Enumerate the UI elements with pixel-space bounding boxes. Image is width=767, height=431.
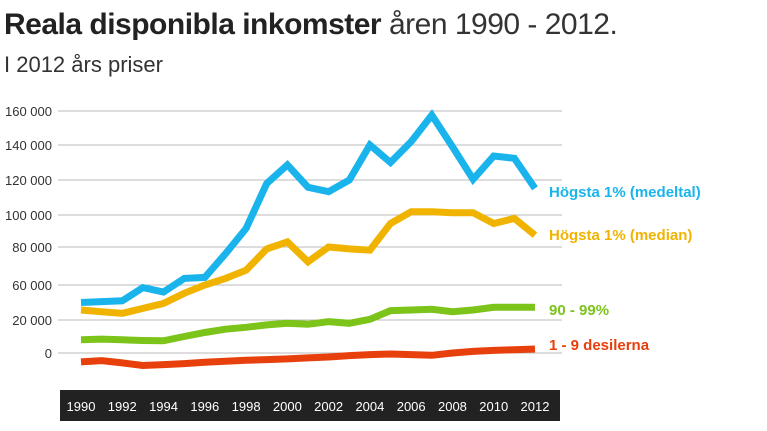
series-label: 90 - 99%: [549, 302, 609, 319]
chart-subtitle: I 2012 års priser: [4, 52, 163, 77]
y-tick-label: 140 000: [5, 138, 52, 153]
x-tick-label: 1992: [108, 399, 137, 414]
x-tick-label: 2010: [479, 399, 508, 414]
y-tick-label: 0: [45, 346, 52, 361]
y-tick-label: 20 000: [12, 313, 52, 328]
series-label: Högsta 1% (median): [549, 227, 692, 244]
title-light: åren 1990 - 2012.: [388, 8, 618, 41]
series-line-2: [80, 303, 535, 345]
y-tick-label: 160 000: [5, 104, 52, 119]
y-tick-label: 80 000: [12, 240, 52, 255]
x-tick-label: 2006: [397, 399, 426, 414]
y-tick-label: 100 000: [5, 208, 52, 223]
x-tick-label: 2002: [314, 399, 343, 414]
y-tick-label: 60 000: [12, 278, 52, 293]
x-axis-bar: [60, 390, 560, 421]
title-bold: Reala disponibla inkomster: [4, 8, 382, 41]
chart-title: Reala disponibla inkomster åren 1990 - 2…: [4, 8, 618, 42]
series-line-0: [80, 109, 538, 306]
y-tick-label: 120 000: [5, 173, 52, 188]
x-tick-label: 1996: [190, 399, 219, 414]
series-label: 1 - 9 desilerna: [549, 337, 650, 354]
x-tick-label: 2012: [521, 399, 550, 414]
series-label: Högsta 1% (medeltal): [549, 184, 701, 201]
x-tick-label: 1990: [67, 399, 96, 414]
series-line-1: [80, 208, 538, 317]
x-tick-label: 1994: [149, 399, 178, 414]
x-tick-label: 1998: [232, 399, 261, 414]
x-tick-label: 2008: [438, 399, 467, 414]
series-line-3: [80, 345, 536, 370]
x-tick-label: 2000: [273, 399, 302, 414]
x-tick-label: 2004: [355, 399, 384, 414]
